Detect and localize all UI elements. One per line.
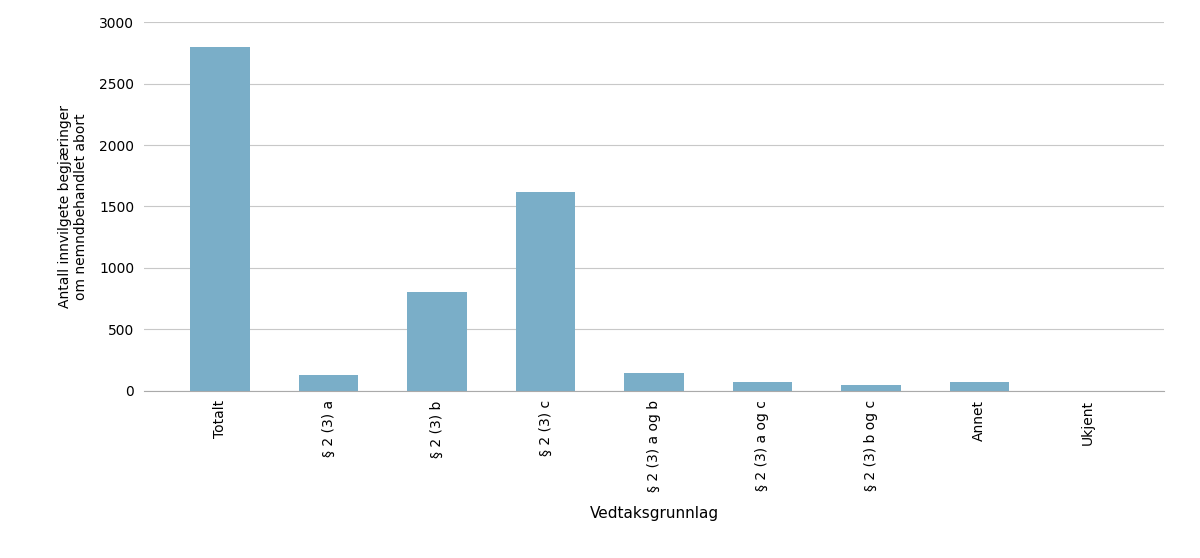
Bar xyxy=(841,385,901,391)
Bar xyxy=(949,382,1009,391)
Y-axis label: Antall innvilgete begjæringer
om nemndbehandlet abort: Antall innvilgete begjæringer om nemndbe… xyxy=(58,105,88,308)
Bar xyxy=(733,382,792,391)
Bar xyxy=(299,374,359,391)
Bar xyxy=(191,47,250,391)
Bar xyxy=(516,192,575,391)
X-axis label: Vedtaksgrunnlag: Vedtaksgrunnlag xyxy=(589,506,719,521)
Bar xyxy=(407,292,467,391)
Bar xyxy=(624,373,684,391)
